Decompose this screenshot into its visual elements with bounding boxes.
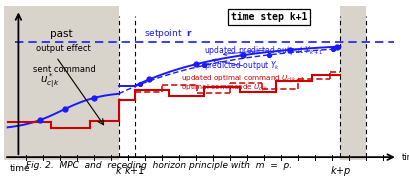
Text: $u^*_{c|k}$: $u^*_{c|k}$ (40, 71, 59, 90)
Text: time: time (401, 153, 409, 162)
Text: sent command: sent command (33, 65, 95, 74)
Text: $k{+}p$: $k{+}p$ (330, 164, 351, 178)
Bar (340, 6, 366, 160)
Text: $k{+}1$: $k{+}1$ (124, 164, 145, 176)
Text: setpoint  $\mathbf{r}$: setpoint $\mathbf{r}$ (144, 27, 193, 40)
Text: past: past (50, 29, 73, 39)
Text: time: time (9, 164, 30, 173)
Text: Fig. 2.  MPC  and  receding  horizon principle with  m  =  p.: Fig. 2. MPC and receding horizon princip… (25, 161, 292, 169)
Text: output effect: output effect (36, 44, 91, 53)
Text: optimal commande $U_{c|k}$: optimal commande $U_{c|k}$ (181, 82, 269, 94)
Text: $k$: $k$ (115, 164, 123, 176)
Text: time step k+1: time step k+1 (231, 12, 307, 22)
Text: updated predicted output $Y_{k+1}$: updated predicted output $Y_{k+1}$ (204, 44, 324, 57)
Bar (4, 6, 119, 160)
Text: predicted output $Y_k$: predicted output $Y_k$ (204, 59, 281, 72)
Text: updated optimal command $U_{c|k+1}$: updated optimal command $U_{c|k+1}$ (181, 73, 306, 85)
Bar (366, 6, 409, 160)
